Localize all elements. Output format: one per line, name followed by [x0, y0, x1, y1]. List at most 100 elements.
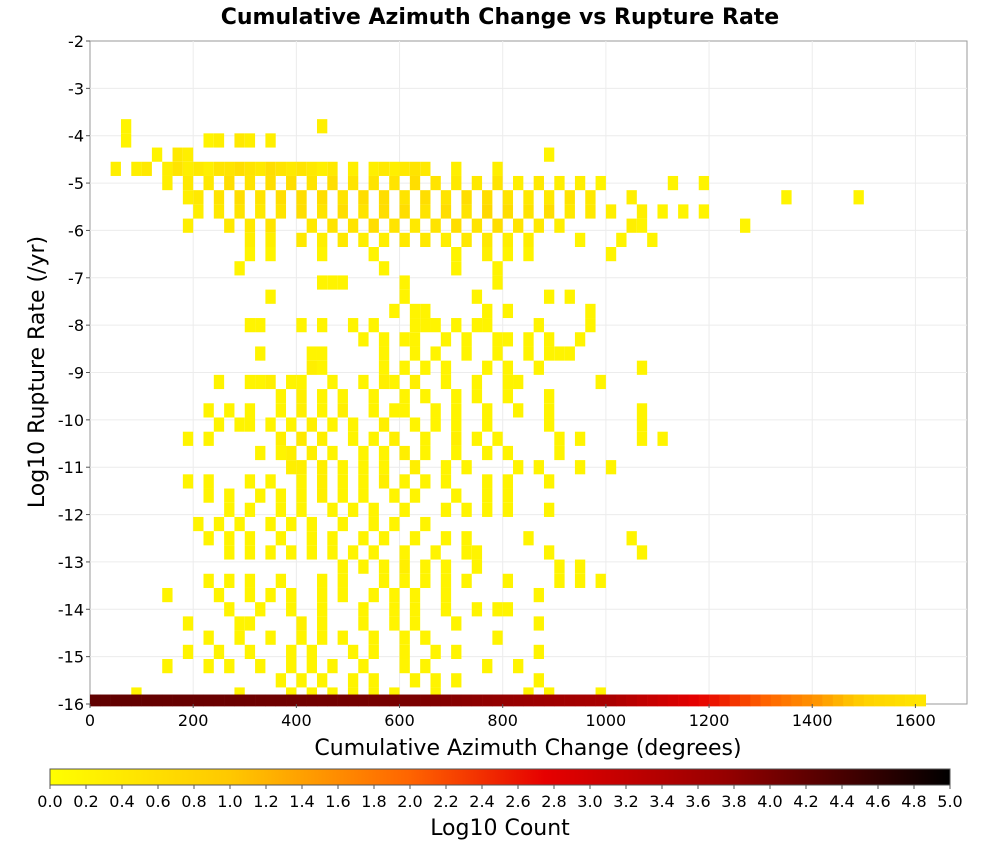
heatmap-cell: [316, 190, 328, 205]
heatmap-cell: [358, 531, 369, 546]
heatmap-cell: [234, 417, 245, 432]
heatmap-cell: [265, 545, 276, 560]
heatmap-cell: [275, 431, 287, 446]
heatmap-cell: [523, 332, 534, 347]
heatmap-cell: [316, 232, 328, 248]
heatmap-cell: [296, 502, 307, 517]
heatmap-cell: [244, 545, 256, 560]
y-tick-label: -12: [58, 506, 84, 525]
bottom-row-cell: [513, 694, 524, 707]
bottom-row-cell: [915, 694, 927, 707]
heatmap-cell: [471, 389, 483, 404]
heatmap-cell: [316, 161, 328, 176]
heatmap-cell: [296, 630, 307, 645]
heatmap-cell: [337, 232, 348, 248]
heatmap-cell: [389, 303, 400, 319]
bottom-row-cell: [822, 694, 834, 707]
heatmap-cell: [440, 559, 452, 574]
bottom-row-cell: [543, 694, 555, 707]
bottom-row-cell: [162, 694, 173, 707]
bottom-row-cell: [193, 694, 204, 707]
y-tick-label: -9: [68, 364, 84, 383]
colorbar-tick-label: 0.2: [73, 792, 98, 811]
heatmap-cell: [389, 374, 400, 390]
heatmap-cell: [337, 516, 348, 532]
heatmap-cell: [316, 460, 328, 475]
y-tick-label: -2: [68, 32, 84, 51]
heatmap-cell: [554, 573, 565, 588]
bottom-row-cell: [595, 694, 607, 707]
heatmap-cell: [533, 218, 544, 233]
heatmap-cell: [234, 190, 245, 205]
heatmap-cell: [513, 175, 524, 191]
heatmap-cell: [420, 190, 431, 205]
bottom-row-cell: [884, 694, 896, 707]
heatmap-cell: [564, 346, 575, 361]
heatmap-cell: [296, 374, 307, 390]
heatmap-cell: [440, 460, 452, 475]
colorbar-tick-label: 2.0: [397, 792, 422, 811]
heatmap-cell: [234, 616, 245, 631]
heatmap-cell: [409, 673, 421, 688]
heatmap-cell: [409, 318, 421, 333]
heatmap-cell: [399, 389, 410, 404]
heatmap-cell: [358, 204, 369, 219]
heatmap-cell: [440, 360, 452, 375]
heatmap-cell: [451, 417, 462, 432]
heatmap-cell: [409, 616, 421, 631]
heatmap-cell: [286, 175, 297, 191]
heatmap-cell: [224, 218, 235, 233]
heatmap-cell: [337, 630, 348, 645]
heatmap-cell: [409, 417, 421, 432]
bottom-row-cell: [709, 694, 720, 707]
heatmap-cell: [306, 161, 317, 176]
heatmap-cell: [368, 161, 379, 176]
heatmap-cell: [420, 318, 431, 333]
heatmap-cell: [451, 318, 462, 333]
heatmap-cell: [430, 644, 441, 660]
heatmap-cell: [213, 204, 225, 219]
heatmap-cell: [482, 403, 493, 418]
heatmap-cell: [296, 673, 307, 688]
heatmap-cell: [585, 303, 596, 319]
y-tick-label: -4: [68, 127, 84, 146]
heatmap-cell: [162, 659, 173, 674]
heatmap-cell: [399, 275, 410, 290]
heatmap-cell: [286, 545, 297, 560]
heatmap-cell: [120, 133, 132, 148]
heatmap-cell: [203, 133, 214, 148]
heatmap-cell: [244, 502, 256, 517]
heatmap-cell: [316, 488, 328, 503]
heatmap-cell: [430, 318, 441, 333]
heatmap-cell: [110, 161, 121, 176]
heatmap-cell: [265, 232, 276, 248]
heatmap-cell: [698, 175, 710, 191]
heatmap-cell: [368, 587, 379, 603]
heatmap-cell: [502, 247, 514, 262]
colorbar-tick-label: 3.6: [685, 792, 710, 811]
heatmap-cell: [554, 445, 565, 461]
heatmap-cell: [244, 247, 256, 262]
heatmap-cell: [378, 360, 390, 375]
heatmap-cell: [213, 587, 225, 603]
heatmap-cell: [492, 346, 503, 361]
bottom-row-cell: [760, 694, 772, 707]
bottom-row-cell: [554, 694, 565, 707]
heatmap-cell: [203, 431, 214, 446]
bottom-row-cell: [492, 694, 504, 707]
colorbar-tick-label: 5.0: [937, 792, 962, 811]
heatmap-cell: [492, 332, 503, 347]
heatmap-cell: [368, 175, 379, 191]
heatmap-cell: [636, 431, 648, 446]
heatmap-cell: [451, 403, 462, 418]
bottom-row-cell: [471, 694, 483, 707]
heatmap-cell: [306, 360, 317, 375]
heatmap-cell: [182, 175, 194, 191]
heatmap-cell: [636, 204, 648, 219]
heatmap-cell: [389, 516, 400, 532]
heatmap-cell: [255, 190, 266, 205]
heatmap-cell: [420, 516, 431, 532]
heatmap-cell: [306, 417, 317, 432]
heatmap-cell: [399, 332, 410, 347]
heatmap-cell: [265, 289, 276, 304]
